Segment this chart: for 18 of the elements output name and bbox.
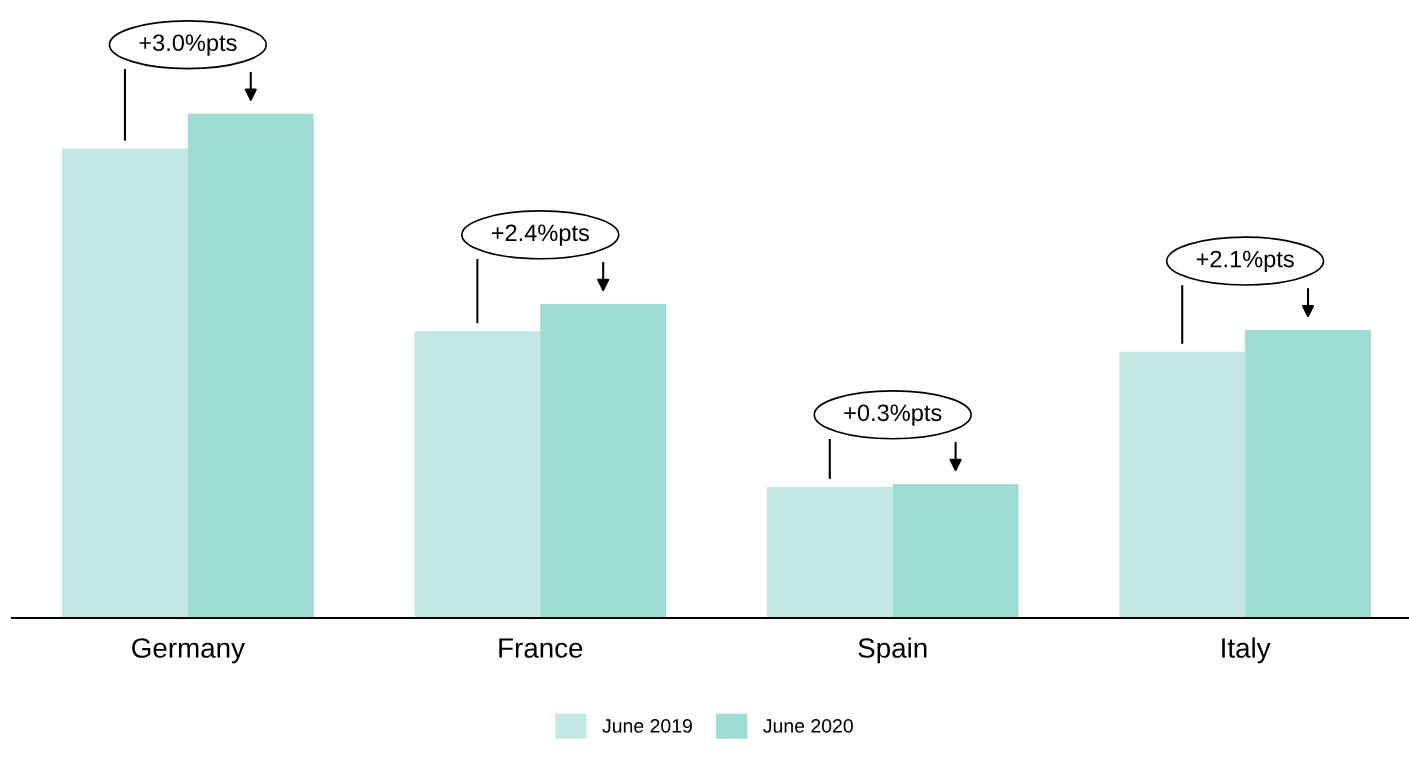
annotation: +2.1%pts — [1196, 250, 1294, 273]
bar — [414, 331, 541, 618]
bar — [187, 113, 314, 618]
annotation: +0.3%pts — [844, 404, 942, 426]
bar — [766, 486, 893, 618]
bar — [892, 483, 1019, 618]
x-tick-label: Italy — [1222, 637, 1271, 664]
text: +3.0%pts — [139, 34, 237, 56]
bar — [1245, 330, 1371, 618]
legend-label: June 2020 — [763, 719, 853, 733]
bar — [62, 148, 188, 618]
bar — [1119, 351, 1246, 618]
legend-label: June 2019 — [602, 719, 692, 733]
x-tick-label: Spain — [858, 637, 927, 664]
annotation: +2.4%pts — [491, 224, 589, 246]
bar — [540, 303, 667, 618]
x-tick-label: France — [499, 638, 583, 658]
x-tick-label: Germany — [132, 638, 245, 664]
